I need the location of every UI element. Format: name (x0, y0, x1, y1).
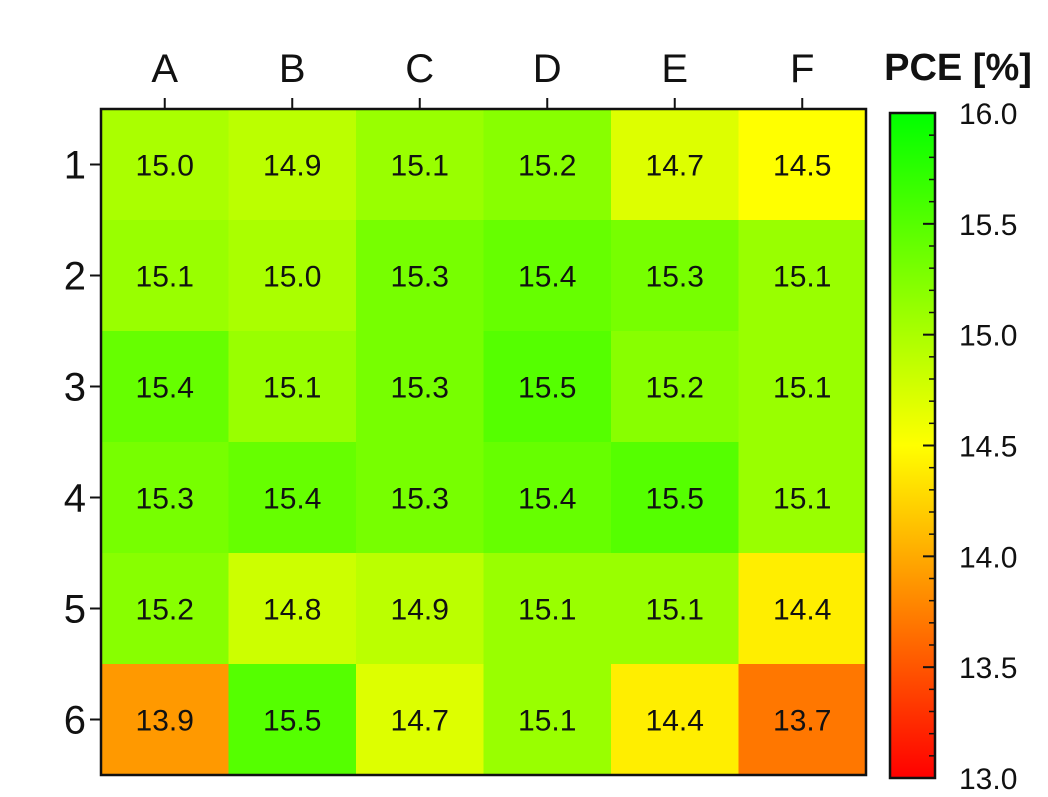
column-tick-label: D (533, 47, 562, 91)
heatmap-cell (738, 331, 867, 443)
heatmap-cell (356, 553, 485, 665)
colorbar-tick-label: 15.5 (959, 209, 1017, 242)
column-tick-label: C (405, 47, 434, 91)
colorbar-tick-label: 13.0 (959, 763, 1017, 796)
cell-value-label: 14.7 (646, 150, 704, 183)
heatmap-cells: 15.0 14.9 15.1 15.2 14.7 14.5 15.1 15.0 15.3 15.4… (101, 109, 867, 776)
colorbar-tick-label: 14.5 (959, 431, 1017, 464)
column-tick-label: F (790, 47, 814, 91)
heatmap-cell (738, 442, 867, 554)
cell-value-label: 15.1 (391, 150, 449, 183)
heatmap-cell (483, 220, 612, 332)
cell-value-label: 14.5 (773, 150, 831, 183)
cell-value-label: 15.0 (263, 261, 321, 294)
cell-value-label: 15.2 (518, 150, 576, 183)
heatmap-cell (611, 664, 740, 776)
cell-value-label: 15.3 (136, 483, 194, 516)
heatmap-cell (101, 331, 230, 443)
heatmap-cell (101, 220, 230, 332)
cell-value-label: 15.1 (773, 372, 831, 405)
heatmap-cell (101, 442, 230, 554)
heatmap-cell (228, 220, 357, 332)
colorbar-tick-label: 15.0 (959, 320, 1017, 353)
cell-value-label: 15.2 (136, 594, 194, 627)
cell-value-label: 15.1 (518, 705, 576, 738)
heatmap-cell (738, 553, 867, 665)
heatmap-cell (738, 220, 867, 332)
cell-value-label: 15.4 (136, 372, 194, 405)
heatmap-cell (228, 553, 357, 665)
heatmap-cell (101, 109, 230, 221)
colorbar-title: PCE [%] (884, 47, 1032, 89)
heatmap-cell (611, 553, 740, 665)
cell-value-label: 14.9 (391, 594, 449, 627)
column-tick-label: B (279, 47, 306, 91)
cell-value-label: 15.1 (646, 594, 704, 627)
plot-frame (99, 107, 868, 777)
heatmap-cell (483, 331, 612, 443)
cell-value-label: 15.5 (518, 372, 576, 405)
cell-value-label: 14.4 (646, 705, 704, 738)
heatmap-cell (356, 664, 485, 776)
heatmap-cell (228, 331, 357, 443)
heatmap-cell (483, 109, 612, 221)
cell-value-label: 15.3 (646, 261, 704, 294)
heatmap-cell (356, 220, 485, 332)
heatmap-cell (101, 553, 230, 665)
cell-value-label: 15.3 (391, 372, 449, 405)
cell-value-label: 15.3 (391, 483, 449, 516)
cell-value-label: 15.1 (773, 483, 831, 516)
colorbar-tick-label: 13.5 (959, 652, 1017, 685)
cell-value-label: 14.7 (391, 705, 449, 738)
row-tick-label: 5 (64, 588, 86, 632)
column-tick-label: E (661, 47, 688, 91)
cell-value-label: 14.9 (263, 150, 321, 183)
row-tick-label: 1 (64, 144, 86, 188)
cell-value-label: 15.0 (136, 150, 194, 183)
colorbar-ticks: 13.0 13.5 14.0 14.5 15.0 15.5 16.0 (923, 98, 1017, 796)
cell-value-label: 15.1 (518, 594, 576, 627)
column-axis: A B C D E F (151, 47, 814, 109)
row-tick-label: 2 (64, 255, 86, 299)
colorbar-tick-label: 14.0 (959, 541, 1017, 574)
cell-value-label: 15.4 (518, 483, 576, 516)
heatmap-cell (483, 664, 612, 776)
heatmap-cell (228, 109, 357, 221)
heatmap-cell (101, 664, 230, 776)
heatmap-cell (228, 664, 357, 776)
cell-value-label: 14.4 (773, 594, 831, 627)
heatmap-cell (356, 442, 485, 554)
heatmap-cell (611, 331, 740, 443)
column-tick-label: A (151, 47, 178, 91)
heatmap-cell (738, 664, 867, 776)
cell-value-label: 14.8 (263, 594, 321, 627)
row-axis: 1 2 3 4 5 6 (64, 144, 101, 743)
heatmap-cell (483, 442, 612, 554)
row-tick-label: 4 (64, 477, 86, 521)
colorbar: 13.0 13.5 14.0 14.5 15.0 15.5 16.0 PCE [%] (884, 47, 1032, 796)
heatmap-cell (738, 109, 867, 221)
cell-value-label: 15.3 (391, 261, 449, 294)
heatmap-cell (356, 109, 485, 221)
heatmap-cell (356, 331, 485, 443)
heatmap-cell (611, 109, 740, 221)
cell-value-label: 15.1 (773, 261, 831, 294)
heatmap-cell (228, 442, 357, 554)
cell-value-label: 15.2 (646, 372, 704, 405)
cell-value-label: 15.5 (263, 705, 321, 738)
colorbar-tick-label: 16.0 (959, 98, 1017, 131)
cell-value-label: 15.1 (263, 372, 321, 405)
cell-value-label: 13.9 (136, 705, 194, 738)
row-tick-label: 6 (64, 699, 86, 743)
cell-value-label: 15.5 (646, 483, 704, 516)
cell-value-label: 15.1 (136, 261, 194, 294)
heatmap-cell (483, 553, 612, 665)
cell-value-label: 15.4 (263, 483, 321, 516)
cell-value-label: 15.4 (518, 261, 576, 294)
heatmap-cell (611, 220, 740, 332)
row-tick-label: 3 (64, 366, 86, 410)
heatmap-cell (611, 442, 740, 554)
cell-value-label: 13.7 (773, 705, 831, 738)
